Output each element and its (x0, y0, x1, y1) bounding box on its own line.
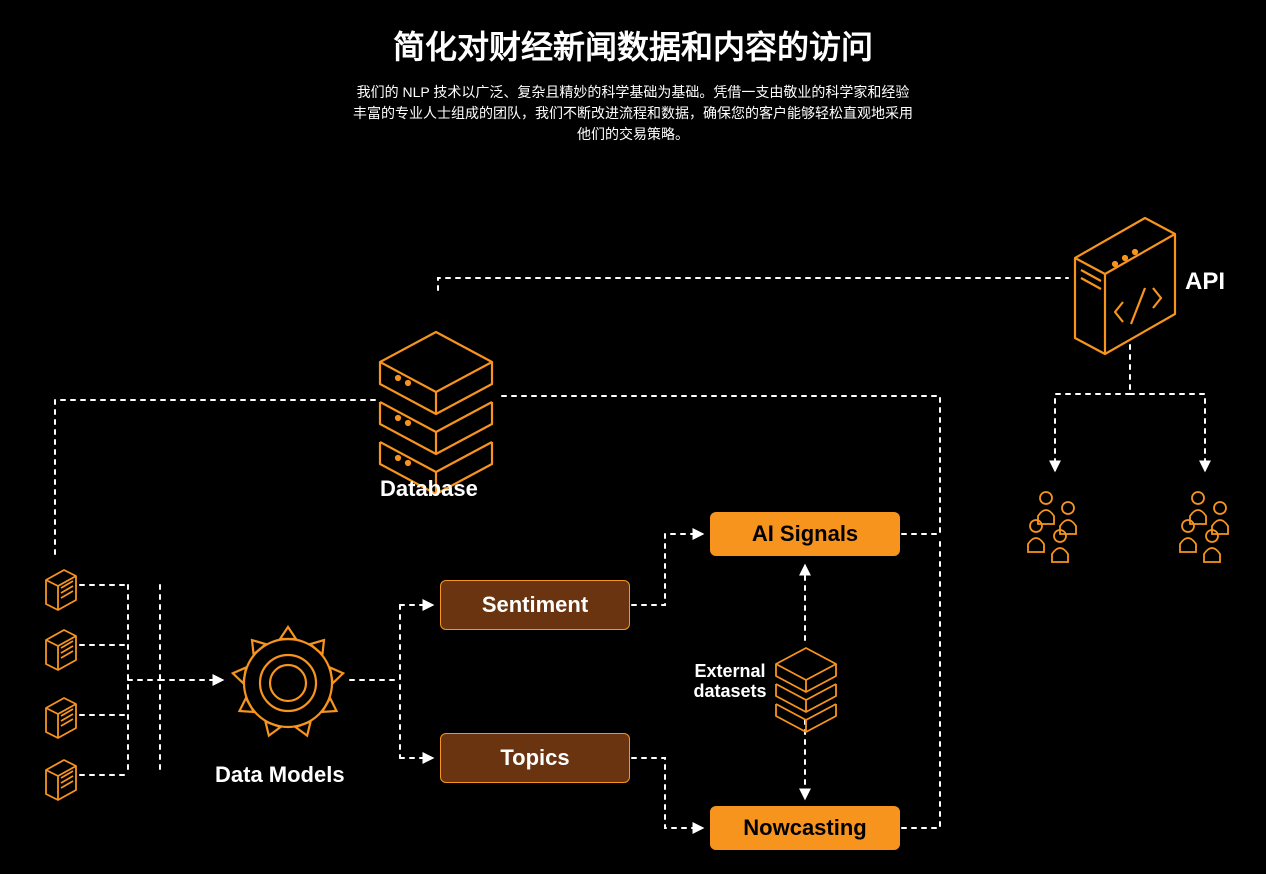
nowcasting-chip: Nowcasting (710, 806, 900, 850)
database-label: Database (380, 476, 478, 502)
news-icon (46, 570, 76, 610)
gear-icon (231, 627, 344, 738)
connector-api-split-r (1130, 394, 1205, 470)
news-icon (46, 698, 76, 738)
connector-db-to-api (438, 278, 1068, 290)
connector-db-left-down (55, 400, 375, 560)
ai-signals-chip: AI Signals (710, 512, 900, 556)
news-icon (46, 630, 76, 670)
database-icon (380, 332, 492, 494)
connector-now-right (902, 536, 940, 828)
connector-sent-to-ai (632, 534, 702, 605)
connector-api-split-l (1055, 394, 1130, 470)
users-right-icon (1180, 492, 1228, 562)
external-datasets-label: External datasets (690, 662, 770, 702)
api-label: API (1185, 268, 1225, 296)
sentiment-chip: Sentiment (440, 580, 630, 630)
connector-topics-to-now (632, 758, 702, 828)
external-db-icon (776, 648, 836, 732)
architecture-diagram (0, 0, 1266, 874)
data-models-label: Data Models (215, 762, 345, 788)
topics-chip: Topics (440, 733, 630, 783)
api-icon (1075, 218, 1175, 354)
news-icon (46, 760, 76, 800)
users-left-icon (1028, 492, 1076, 562)
